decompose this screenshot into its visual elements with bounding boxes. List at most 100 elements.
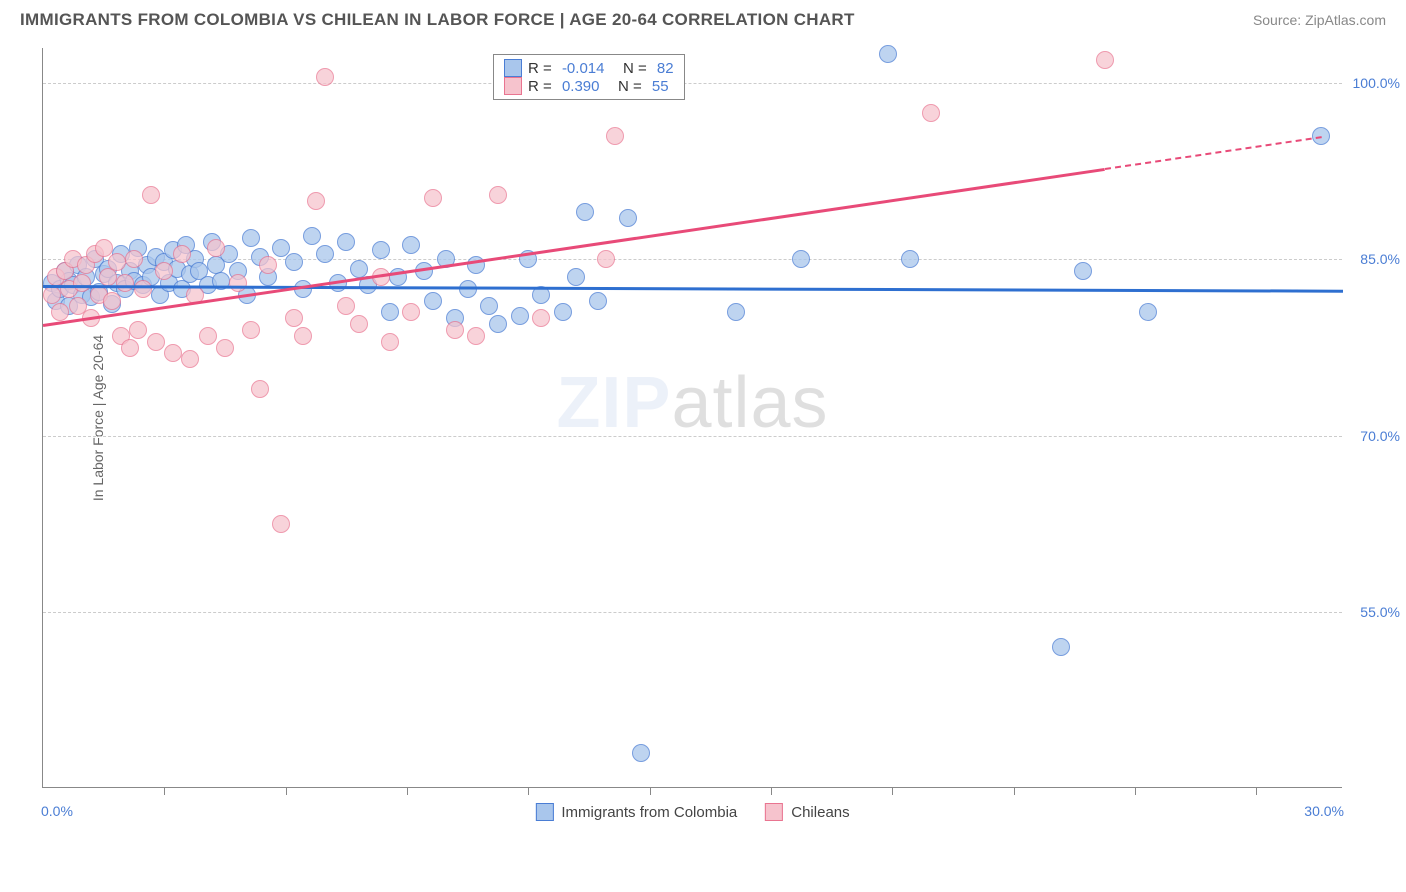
n-label: N = (610, 60, 650, 77)
legend-item: Immigrants from Colombia (535, 803, 737, 821)
gridline (43, 83, 1342, 84)
data-point (350, 315, 368, 333)
data-point (489, 315, 507, 333)
data-point (303, 227, 321, 245)
data-point (216, 339, 234, 357)
data-point (424, 292, 442, 310)
data-point (251, 380, 269, 398)
r-value: -0.014 (562, 60, 605, 77)
data-point (294, 327, 312, 345)
gridline (43, 259, 1342, 260)
data-point (173, 245, 191, 263)
legend-label: Chileans (791, 804, 849, 821)
n-value: 55 (652, 78, 669, 95)
data-point (619, 209, 637, 227)
data-point (51, 303, 69, 321)
data-point (1096, 51, 1114, 69)
series-legend: Immigrants from Colombia Chileans (535, 803, 849, 821)
x-tick (407, 787, 408, 795)
data-point (116, 274, 134, 292)
correlation-row: R = 0.390 N = 55 (504, 77, 674, 95)
y-tick-label: 70.0% (1348, 428, 1400, 444)
data-point (316, 245, 334, 263)
data-point (285, 253, 303, 271)
data-point (1052, 638, 1070, 656)
legend-swatch (535, 803, 553, 821)
x-tick (892, 787, 893, 795)
data-point (727, 303, 745, 321)
data-point (1074, 262, 1092, 280)
n-label: N = (605, 78, 645, 95)
legend-item: Chileans (765, 803, 849, 821)
data-point (129, 321, 147, 339)
trend-line (1105, 136, 1322, 170)
data-point (73, 274, 91, 292)
data-point (337, 233, 355, 251)
legend-swatch (765, 803, 783, 821)
data-point (316, 68, 334, 86)
data-point (597, 250, 615, 268)
data-point (337, 297, 355, 315)
data-point (272, 515, 290, 533)
data-point (207, 239, 225, 257)
data-point (147, 333, 165, 351)
data-point (532, 309, 550, 327)
data-point (554, 303, 572, 321)
data-point (142, 186, 160, 204)
data-point (43, 286, 61, 304)
y-tick-label: 100.0% (1348, 75, 1400, 91)
data-point (424, 189, 442, 207)
data-point (372, 241, 390, 259)
y-tick-label: 55.0% (1348, 604, 1400, 620)
data-point (307, 192, 325, 210)
data-point (381, 303, 399, 321)
data-point (134, 280, 152, 298)
r-label: R = (528, 78, 556, 95)
data-point (108, 253, 126, 271)
x-tick (1256, 787, 1257, 795)
data-point (103, 292, 121, 310)
legend-label: Immigrants from Colombia (561, 804, 737, 821)
r-value: 0.390 (562, 78, 600, 95)
data-point (285, 309, 303, 327)
gridline (43, 612, 1342, 613)
data-point (480, 297, 498, 315)
correlation-row: R = -0.014 N = 82 (504, 59, 674, 77)
data-point (446, 321, 464, 339)
data-point (576, 203, 594, 221)
y-tick-label: 85.0% (1348, 251, 1400, 267)
data-point (606, 127, 624, 145)
data-point (567, 268, 585, 286)
data-point (381, 333, 399, 351)
data-point (242, 229, 260, 247)
data-point (879, 45, 897, 63)
series-swatch (504, 59, 522, 77)
data-point (259, 256, 277, 274)
gridline (43, 436, 1342, 437)
data-point (402, 236, 420, 254)
x-tick (164, 787, 165, 795)
y-axis-title: In Labor Force | Age 20-64 (90, 334, 106, 500)
data-point (350, 260, 368, 278)
x-axis-max-label: 30.0% (1304, 803, 1344, 819)
data-point (589, 292, 607, 310)
x-tick (650, 787, 651, 795)
x-tick (771, 787, 772, 795)
trend-line (43, 168, 1105, 327)
x-tick (286, 787, 287, 795)
r-label: R = (528, 60, 556, 77)
series-swatch (504, 77, 522, 95)
data-point (901, 250, 919, 268)
n-value: 82 (657, 60, 674, 77)
data-point (242, 321, 260, 339)
x-tick (1014, 787, 1015, 795)
source-attribution: Source: ZipAtlas.com (1253, 12, 1386, 28)
data-point (199, 327, 217, 345)
watermark: ZIPatlas (556, 362, 828, 444)
data-point (164, 344, 182, 362)
data-point (467, 327, 485, 345)
data-point (155, 262, 173, 280)
data-point (402, 303, 420, 321)
chart-title: IMMIGRANTS FROM COLOMBIA VS CHILEAN IN L… (20, 10, 855, 30)
x-tick (1135, 787, 1136, 795)
